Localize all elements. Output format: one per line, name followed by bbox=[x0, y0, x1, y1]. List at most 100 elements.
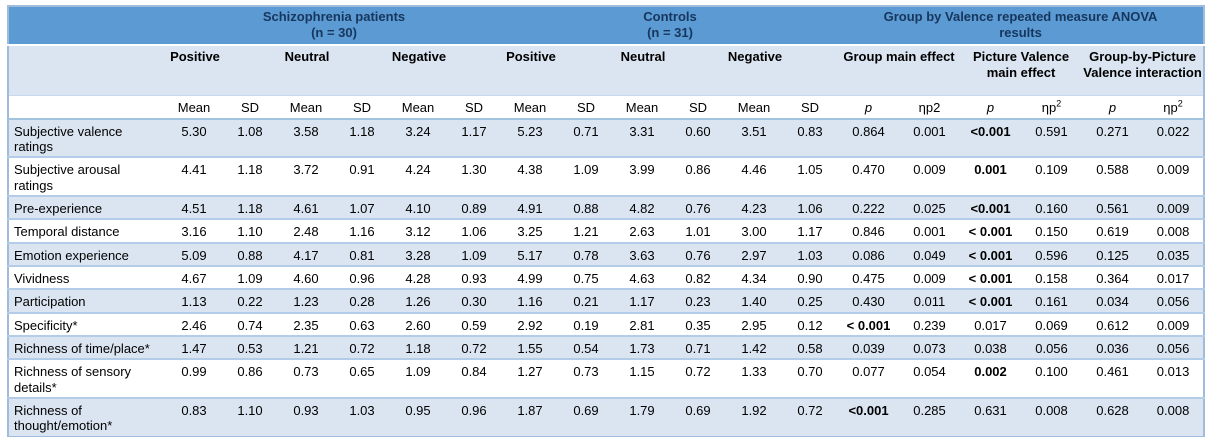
cell-value: 0.78 bbox=[558, 241, 614, 267]
blank-cell bbox=[8, 94, 166, 120]
cell-anova-value: 0.017 bbox=[1143, 265, 1205, 290]
cell-value: 1.15 bbox=[614, 358, 670, 398]
cell-anova-value: 0.034 bbox=[1082, 288, 1144, 313]
cell-value: 0.72 bbox=[446, 334, 502, 360]
cell-value: 1.06 bbox=[446, 218, 502, 243]
cell-anova-value: 0.017 bbox=[960, 311, 1022, 336]
cell-anova-value: 0.002 bbox=[960, 358, 1022, 398]
cell-value: 0.21 bbox=[558, 288, 614, 313]
corner-blank-cell bbox=[8, 6, 166, 45]
stat-header-mean: Mean bbox=[278, 94, 334, 120]
cell-anova-value: 0.596 bbox=[1021, 241, 1083, 267]
cell-anova-value: 0.161 bbox=[1021, 288, 1083, 313]
cell-anova-value: 0.461 bbox=[1082, 358, 1144, 398]
cell-value: 0.73 bbox=[278, 358, 334, 398]
cell-value: 5.17 bbox=[502, 241, 558, 267]
cell-value: 1.18 bbox=[222, 195, 278, 220]
cell-value: 0.93 bbox=[278, 396, 334, 437]
cell-value: 0.95 bbox=[390, 396, 446, 437]
cell-anova-value: 0.158 bbox=[1021, 265, 1083, 290]
cell-value: 4.67 bbox=[166, 265, 222, 290]
cell-value: 4.99 bbox=[502, 265, 558, 290]
cell-value: 1.06 bbox=[782, 195, 839, 220]
cell-anova-value: 0.125 bbox=[1082, 241, 1144, 267]
cell-value: 0.76 bbox=[670, 241, 726, 267]
cell-value: 0.53 bbox=[222, 334, 278, 360]
cell-value: 0.82 bbox=[670, 265, 726, 290]
cell-value: 2.46 bbox=[166, 311, 222, 336]
cell-value: 1.03 bbox=[782, 241, 839, 267]
cell-value: 1.10 bbox=[222, 396, 278, 437]
cell-anova-value: 0.109 bbox=[1021, 156, 1083, 197]
cell-value: 1.18 bbox=[390, 334, 446, 360]
cell-value: 1.01 bbox=[670, 218, 726, 243]
stat-header-sd: SD bbox=[782, 94, 839, 120]
cell-value: 2.63 bbox=[614, 218, 670, 243]
row-label: Subjective valence ratings bbox=[8, 118, 166, 158]
cell-anova-value: 0.846 bbox=[838, 218, 900, 243]
cell-value: 1.18 bbox=[334, 118, 390, 158]
cell-value: 1.40 bbox=[726, 288, 782, 313]
table-row: Pre-experience 4.51 1.18 4.61 1.07 4.10 0.89 4.… bbox=[8, 195, 1205, 220]
cell-anova-value: 0.073 bbox=[899, 334, 961, 360]
cell-value: 0.71 bbox=[558, 118, 614, 158]
table-row: Subjective valence ratings 5.30 1.08 3.58 1.… bbox=[8, 118, 1205, 158]
cell-value: 0.74 bbox=[222, 311, 278, 336]
cell-value: 3.58 bbox=[278, 118, 334, 158]
cell-value: 2.97 bbox=[726, 241, 782, 267]
cell-value: 3.00 bbox=[726, 218, 782, 243]
cell-anova-value: 0.009 bbox=[899, 156, 961, 197]
cell-value: 3.72 bbox=[278, 156, 334, 197]
cell-value: 4.82 bbox=[614, 195, 670, 220]
cell-value: 4.46 bbox=[726, 156, 782, 197]
cell-value: 4.38 bbox=[502, 156, 558, 197]
cell-anova-value: <0.001 bbox=[838, 396, 900, 437]
cell-value: 2.92 bbox=[502, 311, 558, 336]
cell-anova-value: 0.009 bbox=[1143, 195, 1205, 220]
group-title: Controls bbox=[643, 9, 697, 24]
cell-value: 0.60 bbox=[670, 118, 726, 158]
stat-header-p: p bbox=[1082, 94, 1144, 120]
stat-header-sd: SD bbox=[558, 94, 614, 120]
cell-value: 0.84 bbox=[446, 358, 502, 398]
effect-header-interaction: Group-by-Picture Valence interaction bbox=[1082, 43, 1205, 96]
stat-header-mean: Mean bbox=[166, 94, 222, 120]
cell-anova-value: 0.008 bbox=[1143, 218, 1205, 243]
cell-value: 0.25 bbox=[782, 288, 839, 313]
row-label: Subjective arousal ratings bbox=[8, 156, 166, 197]
cell-anova-value: 0.588 bbox=[1082, 156, 1144, 197]
cell-value: 1.18 bbox=[222, 156, 278, 197]
cell-value: 1.42 bbox=[726, 334, 782, 360]
table-row: Temporal distance 3.16 1.10 2.48 1.16 3.12 1.0… bbox=[8, 218, 1205, 243]
cell-value: 0.69 bbox=[558, 396, 614, 437]
stat-header-mean: Mean bbox=[614, 94, 670, 120]
cell-value: 1.09 bbox=[222, 265, 278, 290]
cell-anova-value: 0.049 bbox=[899, 241, 961, 267]
cell-value: 1.17 bbox=[614, 288, 670, 313]
row-label: Participation bbox=[8, 288, 166, 313]
cell-anova-value: 0.039 bbox=[838, 334, 900, 360]
cell-value: 0.83 bbox=[782, 118, 839, 158]
cell-anova-value: 0.009 bbox=[1143, 311, 1205, 336]
cell-anova-value: 0.475 bbox=[838, 265, 900, 290]
stat-header-p: p bbox=[960, 94, 1022, 120]
table-row: Participation 1.13 0.22 1.23 0.28 1.26 0.30 1.1… bbox=[8, 288, 1205, 313]
stat-header-eta-squared: ηp2 bbox=[1143, 94, 1205, 120]
blank-cell bbox=[8, 43, 166, 96]
cell-value: 0.70 bbox=[782, 358, 839, 398]
cell-value: 0.93 bbox=[446, 265, 502, 290]
effect-header-picture-valence: Picture Valence main effect bbox=[960, 43, 1083, 96]
cell-value: 4.63 bbox=[614, 265, 670, 290]
group-header-row: Schizophrenia patients (n = 30) Controls… bbox=[8, 6, 1205, 45]
cell-anova-value: 0.222 bbox=[838, 195, 900, 220]
group-title: Schizophrenia patients bbox=[262, 9, 406, 24]
cell-anova-value: <0.001 bbox=[960, 195, 1022, 220]
cell-anova-value: < 0.001 bbox=[960, 265, 1022, 290]
cell-anova-value: 0.011 bbox=[899, 288, 961, 313]
cell-value: 0.72 bbox=[782, 396, 839, 437]
cell-value: 0.58 bbox=[782, 334, 839, 360]
cell-value: 1.16 bbox=[502, 288, 558, 313]
cell-value: 5.23 bbox=[502, 118, 558, 158]
cell-value: 1.05 bbox=[782, 156, 839, 197]
cell-anova-value: 0.009 bbox=[899, 265, 961, 290]
